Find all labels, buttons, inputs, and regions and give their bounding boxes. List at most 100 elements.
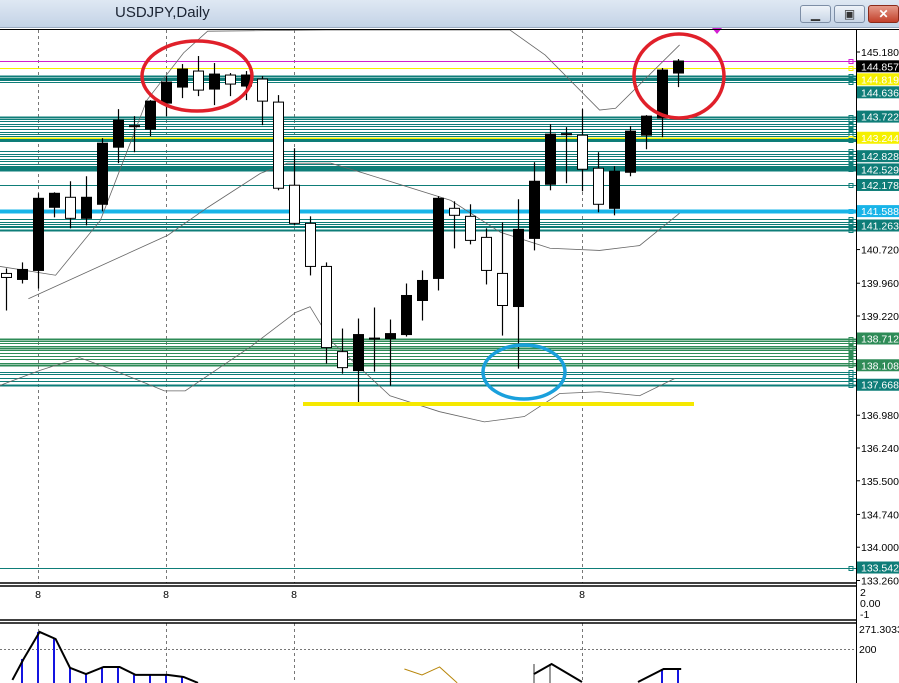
candle-body — [97, 142, 108, 205]
candle-body — [513, 228, 524, 308]
level-handle[interactable] — [848, 217, 854, 222]
level-handle[interactable] — [848, 149, 854, 154]
candle — [49, 192, 60, 218]
price-label: 142.178 — [861, 180, 899, 192]
candle — [321, 262, 332, 364]
price-label-bg — [857, 73, 899, 86]
level-handle[interactable] — [848, 154, 854, 159]
low-highlight[interactable] — [481, 343, 567, 401]
level-handle[interactable] — [848, 127, 854, 132]
restore-icon: ▣ — [843, 7, 856, 21]
price-label: 143.244 — [861, 133, 899, 145]
candle-body — [113, 119, 124, 148]
x-tick-label: 8 — [291, 589, 297, 601]
subpane-1: 20.00-1 — [860, 587, 881, 621]
candle — [385, 319, 396, 386]
candle — [529, 162, 540, 251]
candle-body — [1, 272, 12, 278]
candle-body — [609, 170, 620, 209]
candle-body — [353, 334, 364, 372]
level-handle[interactable] — [848, 363, 854, 368]
level-handle[interactable] — [848, 354, 854, 359]
signal-line — [404, 666, 458, 683]
top-highlight-right[interactable] — [632, 32, 726, 120]
candle — [17, 262, 28, 284]
price-label: 144.636 — [861, 87, 899, 99]
level-handle[interactable] — [848, 138, 854, 143]
top-highlight-left[interactable] — [140, 39, 254, 113]
candle — [65, 181, 76, 229]
level-handle[interactable] — [848, 59, 854, 64]
level-handle[interactable] — [848, 183, 854, 188]
level-handle[interactable] — [848, 77, 854, 82]
candle — [657, 68, 668, 138]
level-handle[interactable] — [848, 376, 854, 381]
y-tick-label: 145.180 — [861, 47, 899, 59]
price-label-bg — [857, 219, 899, 232]
candle — [161, 76, 172, 117]
subpane1-scale-label: -1 — [860, 609, 869, 621]
level-handle[interactable] — [848, 159, 854, 164]
price-label-bg — [857, 131, 899, 144]
candle — [97, 138, 108, 212]
level-handle[interactable] — [848, 167, 854, 172]
price-label-bg — [857, 378, 899, 391]
x-tick-label: 8 — [35, 589, 41, 601]
level-handle[interactable] — [848, 341, 854, 346]
candle — [433, 196, 444, 291]
level-handle[interactable] — [848, 566, 854, 571]
y-tick-label: 139.220 — [861, 311, 899, 323]
candle-body — [449, 207, 460, 216]
candle — [593, 152, 604, 213]
candle — [465, 204, 476, 245]
window-title: USDJPY,Daily — [115, 4, 210, 21]
y-tick-label: 134.000 — [861, 542, 899, 554]
price-label-bg — [857, 110, 899, 123]
close-icon: ✕ — [878, 7, 889, 21]
candle — [113, 109, 124, 164]
candle — [337, 328, 348, 374]
level-handle[interactable] — [848, 124, 854, 129]
candle — [33, 193, 44, 289]
close-button[interactable]: ✕ — [868, 5, 899, 23]
candle-body — [529, 180, 540, 239]
indicator-line — [637, 668, 682, 683]
subpane2-scale-label: 200 — [859, 644, 877, 656]
lower-band-line — [0, 306, 675, 423]
candle — [129, 116, 140, 153]
level-handle[interactable] — [848, 351, 854, 356]
candle — [641, 115, 652, 150]
price-label: 138.108 — [861, 360, 899, 372]
candle-body — [193, 70, 204, 91]
restore-button[interactable]: ▣ — [834, 5, 865, 23]
candle — [209, 63, 220, 106]
price-label-bg — [857, 561, 899, 574]
price-label-bg — [857, 60, 899, 73]
candle — [257, 76, 268, 126]
y-tick-label: 136.240 — [861, 443, 899, 455]
candle-body — [81, 196, 92, 219]
level-handle[interactable] — [848, 228, 854, 233]
title-bar[interactable]: USDJPY,Daily ▁ ▣ ✕ — [0, 0, 899, 28]
candle-body — [545, 133, 556, 185]
level-handle[interactable] — [848, 348, 854, 353]
level-handle[interactable] — [848, 119, 854, 124]
candle-body — [321, 265, 332, 349]
candle — [545, 124, 556, 191]
candle-body — [17, 268, 28, 280]
candle — [369, 307, 380, 372]
y-tick-label: 135.500 — [861, 476, 899, 488]
level-handle[interactable] — [848, 383, 854, 388]
level-handle[interactable] — [848, 209, 854, 214]
candle-body — [385, 333, 396, 340]
subpane2-scale-label: 271.3033 — [859, 624, 899, 636]
price-label: 137.668 — [861, 380, 899, 392]
minimize-button[interactable]: ▁ — [800, 5, 831, 23]
candle-body — [225, 74, 236, 85]
price-label-bg — [857, 150, 899, 163]
level-handle[interactable] — [848, 80, 854, 85]
level-handle[interactable] — [848, 66, 854, 71]
indicator-line — [533, 662, 583, 683]
